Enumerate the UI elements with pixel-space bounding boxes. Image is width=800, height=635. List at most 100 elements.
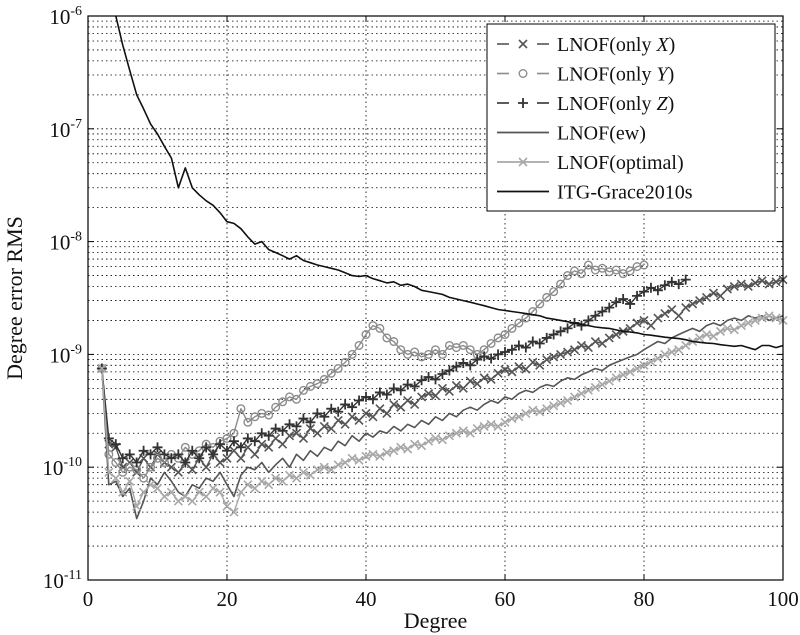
data-point-marker [347, 453, 357, 463]
data-point-marker [632, 318, 642, 328]
data-point-marker [659, 280, 670, 291]
data-point-marker [590, 382, 600, 392]
data-point-marker [333, 406, 344, 417]
data-point-marker [437, 435, 448, 445]
data-point-marker [688, 299, 698, 309]
data-point-marker [542, 404, 552, 414]
data-point-marker [743, 281, 753, 292]
data-point-marker [402, 379, 413, 390]
data-point-marker [437, 383, 448, 393]
data-point-marker [750, 278, 760, 288]
data-point-marker [597, 380, 607, 390]
data-point-marker [333, 363, 343, 373]
data-point-marker [159, 449, 170, 460]
data-point-marker [507, 367, 517, 377]
data-point-marker [444, 431, 454, 441]
data-point-marker [500, 347, 510, 358]
data-point-marker [145, 449, 156, 460]
data-point-marker [236, 487, 246, 497]
data-point-marker [264, 480, 274, 490]
data-point-marker [465, 360, 476, 371]
data-point-marker [556, 349, 566, 359]
data-point-marker [235, 442, 246, 453]
data-point-marker [319, 421, 329, 431]
data-point-marker [729, 325, 739, 335]
data-point-marker [243, 417, 253, 427]
data-point-marker [528, 357, 538, 367]
data-point-marker [722, 323, 732, 333]
data-point-marker [535, 299, 545, 309]
data-point-marker [715, 291, 726, 301]
data-point-marker [493, 333, 503, 343]
data-point-marker [486, 353, 497, 364]
data-point-marker [215, 439, 226, 450]
data-point-marker [347, 412, 357, 422]
data-point-marker [298, 467, 309, 477]
data-point-marker [632, 290, 643, 301]
data-point-marker [493, 421, 503, 431]
data-point-marker [312, 428, 322, 438]
data-point-marker [736, 321, 746, 331]
data-point-marker [264, 442, 274, 452]
data-point-marker [152, 483, 163, 493]
data-point-marker [139, 487, 149, 497]
data-point-marker [597, 263, 607, 273]
data-point-marker [701, 329, 712, 340]
data-point-marker [513, 340, 524, 351]
data-point-marker [583, 385, 593, 395]
data-point-marker [514, 362, 524, 372]
data-point-marker [535, 407, 545, 417]
data-point-marker [743, 318, 753, 328]
data-point-marker [132, 467, 142, 477]
data-point-marker [562, 347, 573, 357]
data-point-marker [410, 399, 420, 410]
data-point-marker [374, 387, 385, 398]
legend-item: LNOF(only X) [497, 34, 675, 56]
data-point-marker [228, 436, 239, 447]
data-point-marker [528, 405, 538, 415]
data-point-marker [250, 449, 260, 459]
data-point-marker [431, 345, 441, 355]
data-point-marker [319, 411, 330, 422]
data-point-marker [611, 297, 622, 308]
x-tick-label: 80 [634, 587, 655, 611]
data-point-marker [173, 449, 184, 460]
data-point-marker [681, 303, 691, 313]
data-point-marker [236, 404, 246, 414]
data-point-marker [604, 333, 614, 343]
data-point-marker [493, 368, 503, 378]
data-point-marker [479, 421, 489, 431]
data-point-marker [305, 417, 316, 428]
data-point-marker [506, 344, 517, 355]
data-point-marker [667, 347, 677, 357]
data-point-marker [555, 326, 566, 337]
data-point-marker [104, 449, 114, 459]
data-point-marker [660, 349, 670, 359]
data-point-marker [403, 444, 413, 454]
data-point-marker [284, 419, 295, 430]
data-point-marker [527, 336, 538, 347]
grid [88, 16, 783, 580]
data-point-marker [256, 428, 267, 439]
data-point-marker [674, 345, 684, 355]
data-point-marker [632, 363, 642, 374]
data-point-marker [597, 338, 607, 349]
data-point-marker [507, 413, 517, 424]
data-point-marker [354, 395, 365, 406]
data-point-marker [139, 473, 149, 483]
data-point-marker [625, 266, 635, 276]
data-point-marker [111, 458, 121, 468]
data-point-marker [208, 449, 219, 460]
data-point-marker [382, 408, 392, 418]
data-point-marker [430, 433, 441, 443]
data-point-marker [264, 410, 274, 420]
series-lnof-only-z- [96, 274, 691, 468]
data-point-marker [173, 496, 183, 506]
data-point-marker [729, 281, 739, 292]
data-point-marker [611, 373, 621, 383]
series-line [115, 15, 784, 351]
data-point-marker [298, 385, 308, 395]
data-point-marker [291, 421, 302, 432]
data-point-marker [298, 433, 309, 443]
